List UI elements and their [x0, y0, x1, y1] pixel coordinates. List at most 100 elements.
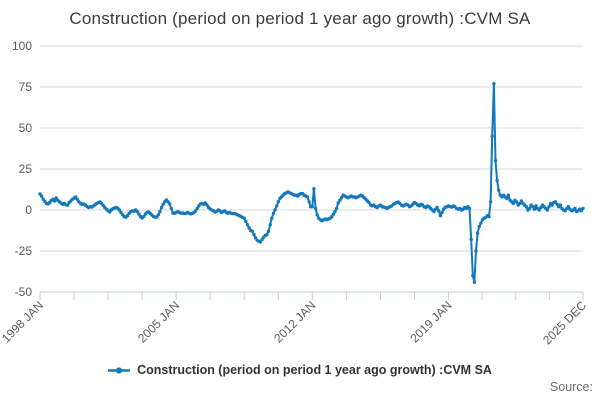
series-point: [265, 232, 269, 237]
series-point: [39, 194, 44, 198]
series-point: [555, 202, 559, 206]
series-point: [467, 206, 472, 211]
series-point: [312, 187, 316, 191]
series-point: [490, 134, 494, 138]
series-point: [333, 209, 337, 214]
series-point: [518, 201, 522, 206]
series-point: [579, 209, 584, 213]
series-point: [487, 214, 491, 219]
series-point: [159, 205, 164, 210]
series-point: [161, 202, 165, 206]
series-point: [511, 201, 515, 206]
series-point: [310, 205, 314, 209]
series-line: [39, 82, 584, 284]
y-tick-label: -25: [15, 244, 33, 258]
series-point: [245, 223, 250, 227]
series-point: [253, 236, 258, 240]
series-point: [514, 200, 519, 204]
series-point: [142, 214, 146, 219]
series-point: [75, 197, 80, 201]
series-point: [205, 203, 209, 207]
legend-line-marker-icon: [108, 364, 131, 377]
series-point: [558, 203, 562, 207]
y-tick-label: 50: [19, 121, 33, 135]
series-point: [125, 214, 130, 218]
series-point: [168, 202, 172, 206]
series-point: [276, 200, 280, 204]
series-point: [435, 205, 439, 210]
series-point: [488, 200, 493, 204]
series-point: [497, 188, 501, 192]
series-point: [524, 205, 528, 209]
series-point: [339, 196, 344, 200]
series-point: [437, 209, 441, 213]
y-tick-label: 25: [19, 162, 33, 176]
series-point: [270, 216, 274, 220]
series-point: [266, 229, 271, 233]
series-point: [313, 206, 318, 211]
series-point: [474, 249, 478, 253]
series-point: [65, 203, 70, 207]
series-point: [242, 216, 246, 220]
series-point: [169, 206, 173, 211]
series-point: [193, 209, 198, 213]
series-point: [527, 206, 532, 211]
series-point: [252, 232, 256, 237]
series-point: [493, 159, 498, 163]
series-point: [550, 203, 554, 207]
series-point: [275, 204, 279, 208]
series-point: [532, 207, 537, 211]
series-point: [273, 208, 277, 212]
series-point: [495, 178, 499, 183]
chart-title: Construction (period on period 1 year ag…: [69, 9, 531, 28]
series-point: [158, 209, 162, 214]
series-point: [307, 200, 311, 204]
series-point: [260, 237, 264, 242]
series-point: [336, 201, 340, 205]
series-point: [472, 280, 477, 284]
y-tick-label: 75: [19, 80, 33, 94]
series-point: [250, 229, 254, 233]
series-point: [135, 209, 139, 214]
x-tick-label: 2005 JAN: [135, 298, 182, 345]
x-tick-label: 1998 JAN: [0, 298, 46, 345]
series-point: [469, 237, 473, 242]
series-point: [334, 206, 339, 211]
y-tick-label: 0: [25, 203, 32, 217]
series-point: [74, 195, 78, 199]
series-point: [547, 205, 551, 209]
series-point: [52, 199, 57, 203]
legend-label: Construction (period on period 1 year ag…: [137, 363, 492, 377]
series-point: [519, 199, 524, 203]
series-point: [475, 231, 480, 235]
legend-item[interactable]: Construction (period on period 1 year ag…: [0, 363, 600, 377]
series-point: [315, 213, 319, 217]
series-point: [581, 206, 585, 211]
series-point: [367, 200, 371, 205]
series-point: [531, 205, 535, 209]
series-point: [432, 209, 436, 214]
series-point: [330, 214, 334, 219]
source-label: Source:: [549, 380, 593, 394]
series-point: [156, 213, 160, 217]
series-point: [305, 195, 310, 199]
series-point: [137, 212, 141, 216]
series-point: [566, 205, 571, 209]
y-tick-label: 100: [12, 39, 32, 53]
x-tick-label: 2019 JAN: [407, 298, 454, 345]
series-point: [505, 196, 509, 201]
series-point: [438, 214, 443, 218]
x-tick-label: 2012 JAN: [271, 298, 318, 345]
series-point: [545, 208, 549, 212]
series-point: [479, 221, 483, 225]
series-point: [471, 273, 475, 278]
series-point: [271, 211, 276, 215]
series-point: [539, 205, 543, 210]
series-point: [537, 208, 541, 212]
series-point: [440, 210, 444, 215]
series-point: [573, 206, 577, 211]
series-point: [117, 208, 122, 212]
series-point: [506, 193, 511, 197]
